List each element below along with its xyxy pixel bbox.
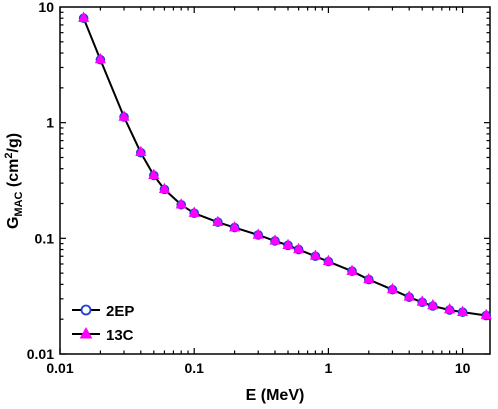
y-tick-label: 0.1 (35, 230, 55, 246)
x-tick-label: 1 (325, 360, 333, 376)
fit-curve (82, 17, 487, 317)
y-tick-label: 1 (46, 115, 54, 131)
axis-ticks: 0.01 0.1 1 10 0.01 0.1 1 10 (27, 0, 490, 376)
series-2ep-markers (78, 13, 492, 321)
data-point (135, 145, 147, 157)
x-tick-label: 0.01 (46, 360, 73, 376)
data-point (457, 305, 469, 316)
series-13c-markers (78, 11, 492, 320)
data-point (158, 182, 171, 194)
data-point (148, 168, 160, 179)
data-point (282, 238, 294, 249)
data-point (346, 264, 358, 275)
data-point (118, 110, 130, 121)
data-point (386, 282, 399, 294)
data-point (309, 249, 321, 260)
y-axis-title: GMAC (cm2/g) (3, 133, 25, 229)
data-point (444, 302, 456, 314)
data-point (78, 11, 90, 22)
y-axis-title-sub: MAC (13, 191, 25, 216)
legend-circle-marker (80, 304, 92, 316)
data-point (175, 198, 187, 209)
legend: 2EP 13C (72, 303, 134, 344)
data-point (480, 308, 492, 320)
data-markers (78, 11, 492, 321)
x-axis-title: E (MeV) (246, 387, 305, 404)
y-axis-title-unit: (cm (5, 159, 22, 192)
series-line (82, 17, 487, 317)
legend-entry-13c: 13C (72, 326, 134, 344)
data-point (427, 298, 439, 310)
data-point (363, 272, 375, 284)
legend-label-13c: 13C (106, 327, 134, 344)
y-tick-label: 10 (38, 0, 54, 15)
y-tick-label: 0.01 (27, 346, 54, 362)
legend-label-2ep: 2EP (106, 303, 134, 320)
data-point (293, 242, 305, 254)
y-axis-title-unit-end: /g) (5, 133, 22, 153)
data-point (416, 295, 428, 306)
data-point (252, 228, 264, 239)
data-point (322, 254, 334, 265)
data-point (403, 290, 415, 301)
y-axis-title-sup: 2 (3, 153, 15, 159)
legend-triangle-marker (79, 326, 93, 339)
data-point (229, 221, 241, 232)
data-point (269, 234, 281, 245)
data-point (188, 206, 200, 217)
data-point (94, 52, 106, 64)
legend-entry-2ep: 2EP (72, 303, 134, 320)
x-tick-label: 0.1 (184, 360, 204, 376)
data-point (212, 215, 224, 227)
x-tick-label: 10 (455, 360, 471, 376)
y-axis-title-main: G (5, 217, 22, 229)
svg-text:GMAC (cm2/g): GMAC (cm2/g) (3, 133, 25, 229)
